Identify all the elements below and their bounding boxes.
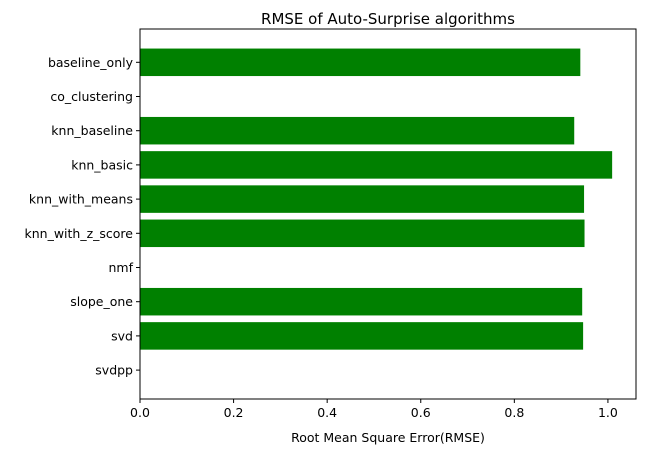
x-axis-ticks: 0.0 0.2 0.4 0.6 0.8 1.0 [130, 399, 618, 420]
y-tick-label-co-clustering: co_clustering [50, 89, 133, 104]
y-axis-ticks: baseline_only co_clustering knn_baselinekn… [24, 55, 140, 378]
y-tick-label-slope-one: slope_one [70, 294, 133, 309]
x-tick-label: 0.0 [130, 405, 150, 420]
bar-svd [140, 322, 584, 350]
chart-title: RMSE of Auto-Surprise algorithms [261, 10, 515, 28]
bar-slope-one [140, 287, 583, 316]
y-tick-label-knn-with-z-score: knn_with_z_score [24, 226, 133, 241]
x-tick-label: 1.0 [598, 405, 618, 420]
x-tick-label: 0.4 [317, 405, 337, 420]
y-tick-label-svdpp: svdpp [95, 363, 133, 378]
bars-layer [140, 48, 613, 350]
y-tick-label-knn-basic: knn_basic [71, 157, 133, 172]
y-tick-label-svd: svd [111, 328, 133, 343]
x-tick-label: 0.6 [411, 405, 431, 420]
y-tick-label-nmf: nmf [109, 260, 134, 275]
x-tick-label: 0.2 [224, 405, 244, 420]
y-tick-label-baseline-only: baseline_only [48, 55, 134, 70]
plot-area-frame [139, 28, 637, 400]
y-tick-label-knn-baseline: knn_baseline [51, 123, 133, 138]
x-axis-label: Root Mean Square Error(RMSE) [291, 430, 485, 445]
bar-baseline-only [140, 48, 581, 77]
y-tick-label-knn-with-means: knn_with_means [29, 192, 133, 207]
bar-knn-baseline [140, 116, 575, 145]
bar-knn-with-means [140, 185, 585, 213]
bar-knn-with-z-score [140, 219, 585, 248]
x-tick-label: 0.8 [504, 405, 524, 420]
bar-knn-basic [140, 151, 613, 179]
